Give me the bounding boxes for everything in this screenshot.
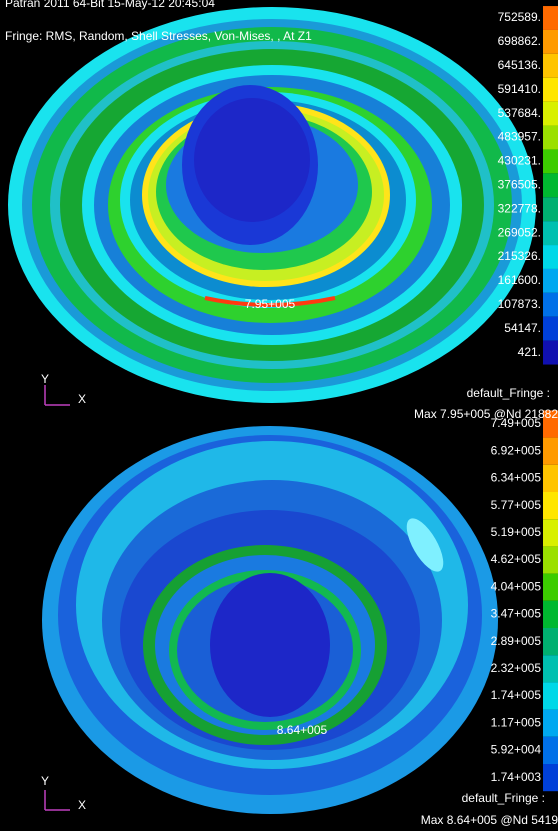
legend-label: 483957. [498, 130, 541, 144]
legend-label: 537684. [498, 106, 541, 120]
top-axis-triad [45, 385, 70, 405]
legend-swatch [543, 221, 558, 245]
legend-swatch [543, 245, 558, 269]
legend-label: 645136. [498, 58, 541, 72]
top-legend-bar [543, 6, 558, 365]
legend-label: 3.47+005 [491, 607, 542, 621]
legend-label: 54147. [504, 321, 541, 335]
legend-swatch [543, 438, 558, 465]
legend-label: 5.92+004 [491, 743, 542, 757]
legend-swatch [543, 682, 558, 709]
legend-label: 421. [518, 345, 541, 359]
viewport: Patran 2011 64-Bit 15-May-12 20:45:04 Fr… [0, 0, 558, 831]
legend-swatch [543, 149, 558, 173]
legend-swatch [543, 293, 558, 317]
legend-swatch [543, 126, 558, 150]
top-fringe-plot [8, 7, 536, 403]
legend-swatch [543, 54, 558, 78]
legend-label: 1.17+005 [491, 715, 542, 729]
legend-label: 1.74+003 [491, 770, 542, 784]
max-marker: 8.64+005 [277, 723, 328, 737]
bottom-axis-triad [45, 790, 70, 810]
legend-swatch [543, 710, 558, 737]
legend-label: 6.34+005 [491, 471, 542, 485]
footer-max: Max 8.64+005 @Nd 5419 [421, 813, 558, 827]
axis-label: Y [41, 774, 49, 788]
legend-swatch [543, 102, 558, 126]
max-marker: 7.95+005 [245, 297, 296, 311]
legend-swatch [543, 173, 558, 197]
legend-label: 698862. [498, 34, 541, 48]
legend-swatch [543, 30, 558, 54]
legend-label: 6.92+005 [491, 443, 542, 457]
legend-label: 107873. [498, 297, 541, 311]
legend-label: 269052. [498, 225, 541, 239]
legend-swatch [543, 197, 558, 221]
legend-label: 322778. [498, 201, 541, 215]
legend-swatch [543, 317, 558, 341]
legend-swatch [543, 492, 558, 519]
legend-swatch [543, 737, 558, 764]
legend-swatch [543, 764, 558, 791]
legend-swatch [543, 341, 558, 365]
legend-label: 2.32+005 [491, 661, 542, 675]
legend-label: 1.74+005 [491, 688, 542, 702]
axis-label: X [78, 798, 86, 812]
legend-label: 161600. [498, 273, 541, 287]
legend-swatch [543, 546, 558, 573]
legend-label: 430231. [498, 154, 541, 168]
legend-label: 4.62+005 [491, 552, 542, 566]
legend-label: 215326. [498, 249, 541, 263]
axis-label: X [78, 392, 86, 406]
legend-swatch [543, 601, 558, 628]
legend-label: 5.19+005 [491, 525, 542, 539]
legend-swatch [543, 6, 558, 30]
footer-title: default_Fringe : [462, 791, 545, 805]
bottom-legend-bar [543, 410, 558, 791]
legend-label: 2.89+005 [491, 634, 542, 648]
header: Patran 2011 64-Bit 15-May-12 20:45:04 [5, 0, 215, 10]
legend-swatch [543, 655, 558, 682]
page: {"top_view": { "header": "Patran 2011 64… [0, 0, 558, 831]
legend-swatch [543, 628, 558, 655]
footer-title: default_Fringe : [467, 386, 550, 400]
legend-label: 591410. [498, 82, 541, 96]
legend-swatch [543, 78, 558, 102]
legend-label: 7.49+005 [491, 416, 542, 430]
legend-swatch [543, 465, 558, 492]
legend-label: 752589. [498, 10, 541, 24]
legend-swatch [543, 269, 558, 293]
legend-swatch [543, 574, 558, 601]
axis-label: Y [41, 372, 49, 386]
legend-swatch [543, 519, 558, 546]
bottom-fringe-plot [42, 426, 498, 814]
legend-label: 376505. [498, 177, 541, 191]
fringe-title: Fringe: RMS, Random, Shell Stresses, Von… [5, 29, 312, 43]
legend-label: 4.04+005 [491, 579, 542, 593]
legend-label: 5.77+005 [491, 498, 542, 512]
